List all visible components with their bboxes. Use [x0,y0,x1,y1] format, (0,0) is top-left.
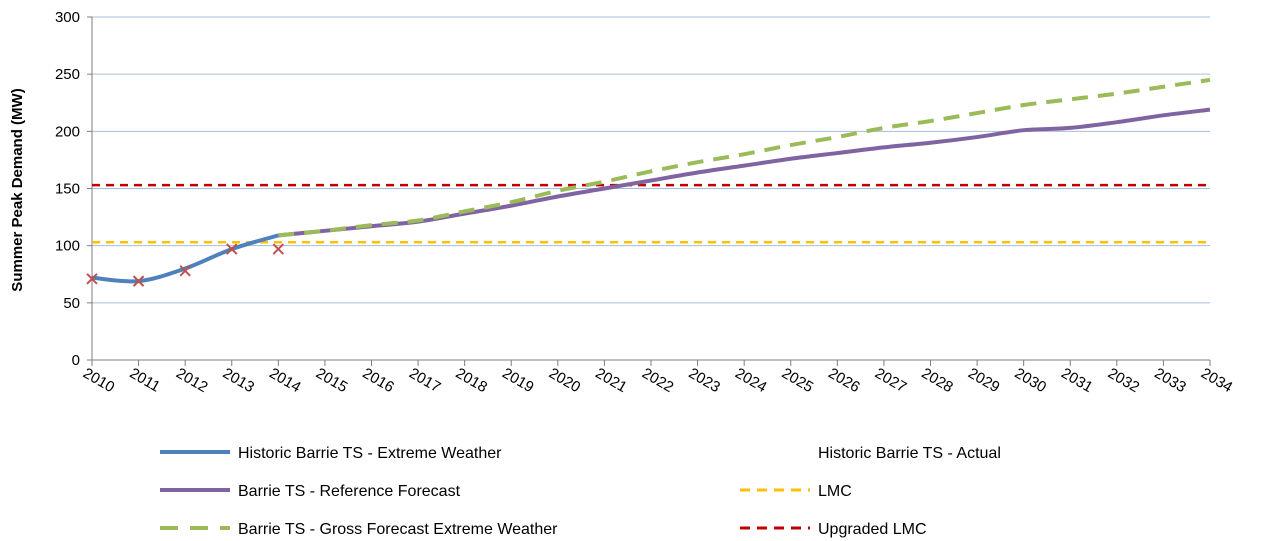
y-tick-label: 250 [55,66,80,83]
data-point-marker [226,243,238,255]
x-tick-label: 2033 [1151,365,1188,396]
data-point-marker [272,243,285,255]
x-tick-label: 2023 [686,365,723,396]
series-0 [91,233,279,284]
series-4 [278,77,1211,238]
x-tick-labels: 2010 2011 2012 2013 2014 2015 2016 2017 2018 2019… [80,365,1235,396]
data-point-marker [86,273,98,285]
x-tick-label: 2034 [1198,365,1235,396]
axes [91,17,1211,366]
legend-label: LMC [818,483,852,500]
x-tick-label: 2029 [965,365,1002,396]
legend-label: Historic Barrie TS - Extreme Weather [238,445,502,462]
legend-label: Upgraded LMC [818,521,927,538]
legend-item: Historic Barrie TS - Extreme Weather [160,445,502,462]
legend-label: Historic Barrie TS - Actual [818,445,1001,462]
x-tick-label: 2013 [220,365,257,396]
x-tick-label: 2012 [173,365,210,396]
x-tick-label: 2024 [732,365,769,396]
x-tick-label: 2016 [360,365,397,396]
y-tick-label: 50 [63,295,80,312]
x-tick-label: 2031 [1058,365,1095,396]
x-tick-label: 2030 [1012,365,1049,396]
y-tick-label: 150 [55,181,80,198]
legend: Historic Barrie TS - Extreme Weather Hist… [160,445,1001,538]
y-tick-label: 100 [55,238,80,255]
x-tick-label: 2018 [453,365,490,396]
x-tick-label: 2010 [80,365,117,396]
series-2 [278,107,1211,238]
series-layer [86,77,1211,287]
legend-item: Upgraded LMC [740,521,927,538]
x-tick-label: 2028 [919,365,956,396]
legend-item: Barrie TS - Gross Forecast Extreme Weath… [160,521,558,538]
series-line [278,107,1211,238]
gridlines [87,16,1210,361]
legend-item: Historic Barrie TS - Actual [818,445,1001,462]
x-tick-label: 2019 [499,365,536,396]
data-point-marker [179,265,191,277]
x-tick-label: 2025 [779,365,816,396]
x-tick-label: 2026 [825,365,862,396]
x-tick-label: 2022 [639,365,676,396]
legend-label: Barrie TS - Gross Forecast Extreme Weath… [238,521,558,538]
legend-item: Barrie TS - Reference Forecast [160,483,461,500]
data-point-marker [132,275,145,287]
legend-label: Barrie TS - Reference Forecast [238,483,461,500]
y-tick-labels: 0 50 100 150 200 250 300 [55,9,80,369]
x-tick-label: 2032 [1105,365,1142,396]
legend-item: LMC [740,483,852,500]
series-line [278,77,1211,238]
y-tick-label: 0 [72,352,80,369]
x-tick-label: 2015 [313,365,350,396]
x-tick-label: 2014 [266,365,303,396]
series-line [91,233,279,284]
x-tick-label: 2011 [127,365,163,396]
y-axis-label: Summer Peak Demand (MW) [9,88,26,291]
x-tick-label: 2027 [872,365,909,396]
series-1 [86,243,285,287]
x-tick-label: 2021 [592,365,629,396]
y-tick-label: 200 [55,123,80,140]
y-tick-label: 300 [55,9,80,26]
x-tick-label: 2020 [546,365,583,396]
x-tick-label: 2017 [406,365,443,396]
